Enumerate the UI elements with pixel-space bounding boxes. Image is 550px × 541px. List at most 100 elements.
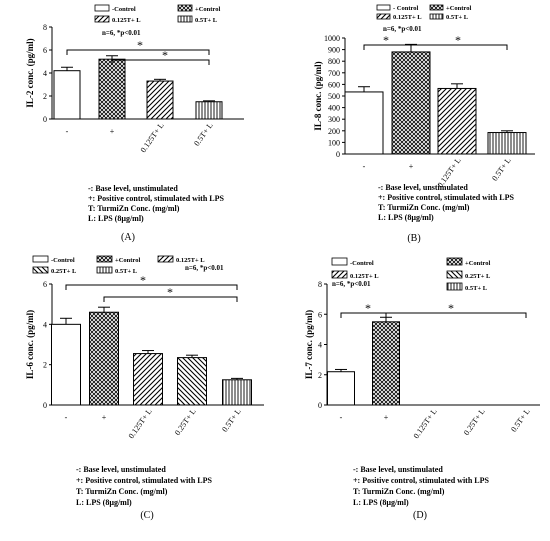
x-tick-label: 0.25T+ L — [462, 407, 487, 437]
y-tick-label: 8 — [318, 280, 322, 289]
legend-swatch — [32, 266, 49, 274]
footnote-line: L: LPS (8µg/ml) — [353, 498, 409, 507]
legend-swatch — [96, 266, 113, 274]
y-tick-label: 6 — [318, 310, 322, 319]
significance-bracket — [385, 312, 527, 318]
legend-swatch — [96, 255, 113, 263]
footnote-line: -: Base level, unstimulated — [378, 183, 468, 192]
legend-swatch — [177, 15, 193, 23]
chart-panel-c: 0 2 4 6 IL-6 conc. (pg/ml) - +0.125T+ L 0.25T+ … — [25, 255, 264, 521]
significance-bracket — [111, 59, 210, 65]
legend-swatch — [177, 4, 193, 12]
bar — [327, 371, 355, 406]
legend-label: 0.125T+ L — [350, 273, 379, 280]
bar — [195, 101, 223, 120]
legend-swatch — [446, 257, 463, 266]
y-tick-label: 4 — [43, 320, 47, 329]
legend-swatch — [32, 255, 49, 263]
footnote-line: T: TurmiZn Conc. (mg/ml) — [353, 487, 445, 496]
y-tick-label: 900 — [328, 46, 340, 55]
legend-label: 0.125T+ L — [112, 17, 141, 24]
stat-note: n=6, *p<0.01 — [332, 280, 371, 288]
legend-swatch — [157, 255, 174, 263]
y-tick-label: 400 — [328, 104, 340, 113]
significance-star: * — [167, 285, 173, 299]
y-tick-label: 800 — [328, 57, 340, 66]
footnote-line: +: Positive control, stimulated with LPS — [88, 194, 225, 203]
y-tick-label: 200 — [328, 127, 340, 136]
footnote-line: -: Base level, unstimulated — [76, 465, 166, 474]
chart-panel-a: 0 2 4 6 8 IL-2 conc. (pg/ml) - +0.125T+ L 0.5T+ … — [25, 4, 244, 243]
legend-label: -Control — [350, 260, 374, 267]
legend-label: +Control — [465, 260, 490, 267]
x-tick-label: + — [102, 413, 107, 422]
bar — [344, 91, 384, 155]
x-tick-label: 0.125T+ L — [412, 407, 439, 440]
significance-star: * — [162, 48, 168, 62]
x-tick-label: - — [66, 127, 69, 136]
stat-note: n=6, *p<0.01 — [185, 264, 224, 272]
y-tick-label: 8 — [43, 23, 47, 32]
legend-label: -Control — [51, 257, 75, 264]
y-tick-label: 300 — [328, 115, 340, 124]
legend-label: 0.125T+ L — [176, 257, 205, 264]
x-tick-label: 0.25T+ L — [173, 407, 198, 437]
y-tick-label: 4 — [318, 341, 322, 350]
significance-star: * — [365, 301, 371, 315]
y-tick-label: 2 — [318, 371, 322, 380]
legend-swatch — [376, 13, 391, 20]
legend-swatch — [446, 270, 463, 279]
footnote-line: L: LPS (8µg/ml) — [88, 214, 144, 223]
y-tick-label: 4 — [43, 69, 47, 78]
footnote-line: -: Base level, unstimulated — [88, 184, 178, 193]
legend-label: 0.25T+ L — [51, 268, 77, 275]
y-tick-label: 1000 — [324, 34, 340, 43]
x-tick-label: 0.5T+ L — [509, 407, 532, 434]
footnote-line: L: LPS (8µg/ml) — [378, 213, 434, 222]
x-tick-label: - — [340, 413, 343, 422]
y-tick-label: 0 — [43, 115, 47, 124]
legend-label: - Control — [393, 5, 419, 12]
significance-bracket — [340, 312, 387, 318]
y-axis-title: IL-7 conc. (pg/ml) — [304, 310, 314, 379]
legend-swatch — [376, 4, 391, 11]
y-tick-label: 600 — [328, 80, 340, 89]
bar — [437, 87, 477, 155]
legend-label: +Control — [115, 257, 140, 264]
panel-label: (A) — [121, 232, 135, 243]
chart-panel-b: 0 100 200 300 400 500 600 700 800 900 1000 IL-8 con… — [313, 4, 535, 244]
significance-bracket — [410, 44, 508, 50]
legend-label: 0.5T+ L — [446, 14, 469, 21]
y-tick-label: 500 — [328, 92, 340, 101]
y-tick-label: 700 — [328, 69, 340, 78]
panel-label: (D) — [413, 510, 427, 521]
legend-label: 0.5T+ L — [465, 285, 488, 292]
x-tick-label: 0.5T+ L — [490, 156, 513, 183]
footnote-line: +: Positive control, stimulated with LPS — [76, 476, 213, 485]
legend-label: +Control — [195, 6, 220, 13]
y-tick-label: 100 — [328, 138, 340, 147]
bar — [133, 353, 163, 406]
footnote-line: +: Positive control, stimulated with LPS — [378, 193, 515, 202]
bar — [146, 80, 174, 120]
y-axis-title: IL-2 conc. (pg/ml) — [25, 38, 35, 107]
significance-star: * — [137, 38, 143, 52]
significance-bracket — [65, 284, 238, 290]
legend-swatch — [94, 4, 110, 12]
legend-label: 0.25T+ L — [465, 273, 491, 280]
footnote-line: -: Base level, unstimulated — [353, 465, 443, 474]
stat-note: n=6, *p<0.01 — [383, 25, 422, 33]
significance-star: * — [448, 301, 454, 315]
bar — [51, 323, 81, 406]
significance-star: * — [383, 33, 389, 47]
bar — [222, 379, 252, 406]
legend-swatch — [94, 15, 110, 23]
y-tick-label: 6 — [43, 280, 47, 289]
x-tick-label: - — [363, 162, 366, 171]
significance-star: * — [140, 273, 146, 287]
y-axis-title: IL-8 conc. (pg/ml) — [313, 61, 323, 130]
bar — [53, 70, 81, 120]
significance-star: * — [455, 33, 461, 47]
footnote-line: L: LPS (8µg/ml) — [76, 498, 132, 507]
bar — [391, 51, 431, 155]
